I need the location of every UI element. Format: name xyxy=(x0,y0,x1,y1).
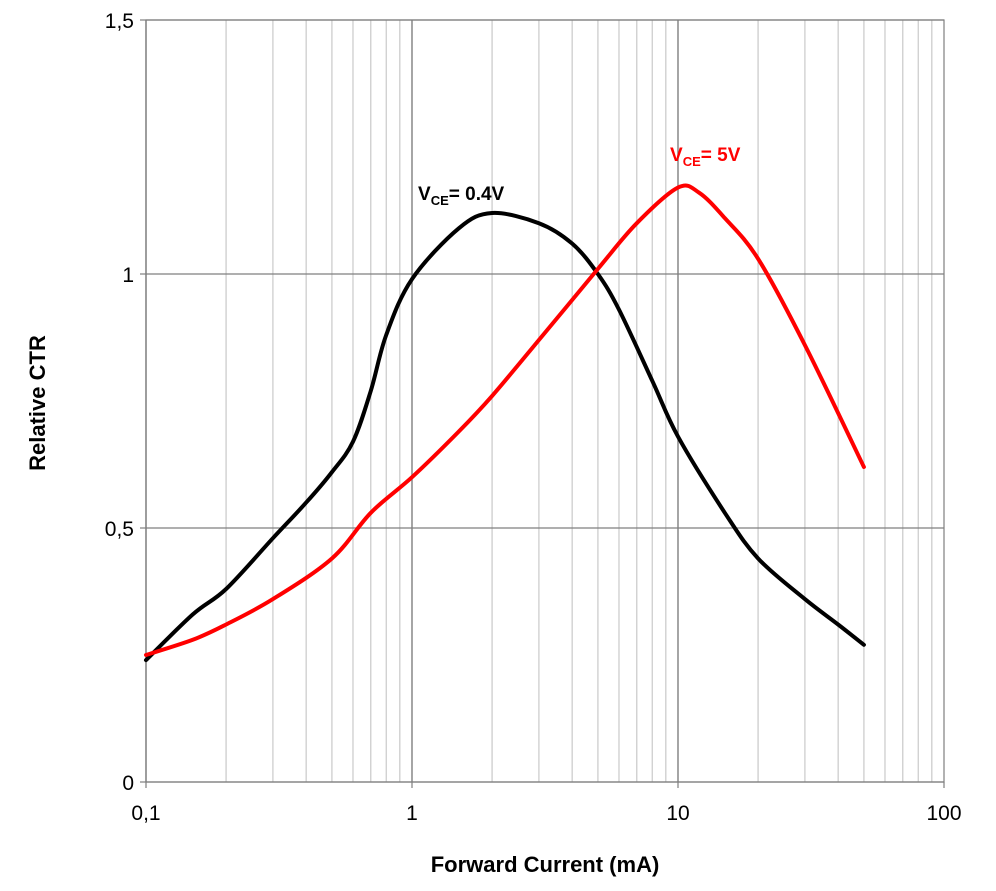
y-axis-ticks: 0 0,5 1 1,5 xyxy=(105,10,146,795)
x-tick-label: 10 xyxy=(666,802,689,825)
y-tick-label: 0,5 xyxy=(105,518,134,541)
series-line-vce-0-4v xyxy=(144,210,866,663)
series-label-vce-0-4v: VCE= 0.4V xyxy=(418,184,505,208)
series-label-subscript: CE xyxy=(431,193,449,208)
series-label-main: V xyxy=(670,145,683,166)
curves xyxy=(144,183,866,663)
x-tick-label: 1 xyxy=(406,802,418,825)
series-label-main: V xyxy=(418,184,431,205)
grid xyxy=(145,19,944,783)
y-tick-label: 1 xyxy=(122,264,134,287)
x-tick-label: 0,1 xyxy=(131,802,160,825)
plot-frame xyxy=(145,19,945,783)
y-axis-title: Relative CTR xyxy=(25,335,50,471)
series-label-vce-5v: VCE= 5V xyxy=(670,145,741,169)
x-tick-label: 100 xyxy=(926,802,961,825)
x-axis-ticks: 0,1 1 10 100 xyxy=(131,782,962,825)
series-line-vce-5v xyxy=(144,183,866,657)
series-label-rest: = 5V xyxy=(701,145,741,166)
x-axis-title: Forward Current (mA) xyxy=(431,852,660,877)
series-label-rest: = 0.4V xyxy=(449,184,505,205)
y-tick-label: 0 xyxy=(122,772,134,795)
series-label-subscript: CE xyxy=(683,154,701,169)
y-tick-label: 1,5 xyxy=(105,10,134,33)
